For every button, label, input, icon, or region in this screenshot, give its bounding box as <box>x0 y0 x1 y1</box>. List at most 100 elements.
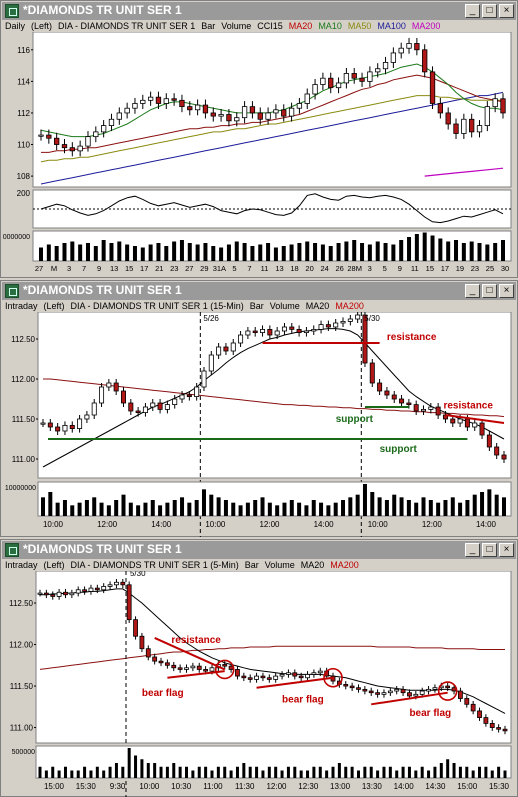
candle <box>230 342 236 352</box>
volume-bar <box>99 502 104 516</box>
candle <box>69 592 75 596</box>
candle <box>40 422 46 425</box>
window-title: *DIAMONDS TR UNIT SER 1 <box>23 542 182 556</box>
volume-bar <box>223 766 227 778</box>
candle <box>312 84 318 95</box>
candle <box>429 71 436 104</box>
volume-bar <box>446 241 451 261</box>
volume-bar <box>238 505 243 516</box>
volume-bar <box>436 502 441 516</box>
candle <box>222 664 228 667</box>
title-bar[interactable]: *DIAMONDS TR UNIT SER 1 _ □ × <box>2 541 516 559</box>
candle <box>347 318 353 322</box>
x-tick-label: 27 <box>35 264 43 273</box>
volume-tick-label: 500000 <box>12 749 35 756</box>
volume-bar <box>44 770 48 778</box>
candle <box>241 106 248 119</box>
volume-bar <box>85 243 90 261</box>
candle <box>479 422 485 436</box>
minimize-icon[interactable]: _ <box>465 284 480 298</box>
x-tick-label: 12:00 <box>422 520 443 529</box>
volume-bar <box>39 247 43 261</box>
candle <box>114 581 119 586</box>
candle <box>426 688 431 692</box>
volume-bar <box>62 243 67 261</box>
candle <box>249 106 256 114</box>
volume-bar <box>242 243 247 261</box>
volume-bar <box>286 766 290 778</box>
candle <box>184 667 189 670</box>
info-side: (Left) <box>43 560 65 570</box>
x-tick-label: 15:30 <box>76 782 97 791</box>
volume-bar <box>258 244 263 261</box>
candle <box>501 454 507 460</box>
volume-bar <box>414 502 419 516</box>
indicator-label: Bar <box>201 21 216 31</box>
candle <box>377 382 383 392</box>
candle <box>113 382 119 392</box>
volume-bar <box>443 500 448 516</box>
candle <box>179 394 185 400</box>
volume-bar <box>485 244 490 261</box>
title-bar[interactable]: *DIAMONDS TR UNIT SER 1 _ □ × <box>2 282 516 300</box>
maximize-icon[interactable]: □ <box>482 4 497 18</box>
intraday-5min-canvas[interactable]: 111.00 111.50 112.00 112.50 5/30 resistance be… <box>3 571 517 797</box>
minimize-icon[interactable]: _ <box>465 4 480 18</box>
volume-bar <box>83 766 87 778</box>
x-tick-label: 10:00 <box>139 782 160 791</box>
y-tick-label: 112 <box>17 109 30 118</box>
candle <box>94 587 100 591</box>
candle <box>145 648 151 658</box>
candle <box>93 131 99 138</box>
volume-bar <box>362 484 367 516</box>
y-tick-label: 111.00 <box>10 724 34 733</box>
volume-bar <box>391 244 396 261</box>
x-tick-label: 9:30 <box>110 782 126 791</box>
candle <box>106 382 112 388</box>
candle <box>496 727 502 730</box>
x-tick-label: 10:00 <box>43 520 64 529</box>
volume-bar <box>125 244 130 261</box>
close-icon[interactable]: × <box>499 543 514 557</box>
volume-bar <box>172 763 176 778</box>
close-icon[interactable]: × <box>499 4 514 18</box>
bear-flag-label: bear flag <box>282 695 324 706</box>
title-bar[interactable]: *DIAMONDS TR UNIT SER 1 _ □ × <box>2 2 516 20</box>
x-tick-label: 12:30 <box>298 782 319 791</box>
candle <box>235 669 240 677</box>
volume-bar <box>407 237 412 261</box>
resistance-line <box>445 414 505 424</box>
maximize-icon[interactable]: □ <box>482 284 497 298</box>
x-tick-label: 15:00 <box>44 782 65 791</box>
ma-line-darkred <box>41 74 504 153</box>
volume-bar <box>297 502 302 516</box>
close-icon[interactable]: × <box>499 284 514 298</box>
volume-bar <box>318 766 322 778</box>
chart-app-icon <box>5 4 19 18</box>
candle <box>37 592 43 595</box>
candle <box>472 422 478 428</box>
maximize-icon[interactable]: □ <box>482 543 497 557</box>
volume-bar <box>377 497 382 516</box>
x-tick-label: 9 <box>398 264 402 273</box>
volume-bar <box>55 502 60 516</box>
minimize-icon[interactable]: _ <box>465 543 480 557</box>
intraday-15min-canvas[interactable]: 111.00 111.50 112.00 112.50 5/26 5/30 resistan… <box>3 312 517 537</box>
volume-bar <box>245 502 250 516</box>
intraday-5min-window: *DIAMONDS TR UNIT SER 1 _ □ × Intraday (L… <box>0 539 518 797</box>
candle <box>289 326 295 330</box>
y-tick-label: 112.50 <box>11 335 35 344</box>
volume-bar <box>478 766 482 778</box>
volume-bar <box>136 505 141 516</box>
volume-bar <box>223 500 228 516</box>
candle <box>196 665 202 670</box>
ma200-line <box>39 645 505 670</box>
indicator-label: MA20 <box>300 560 325 570</box>
candle <box>343 683 349 687</box>
volume-bar <box>304 505 309 516</box>
candle <box>362 314 368 364</box>
volume-bar <box>454 240 459 261</box>
volume-bar <box>231 502 236 516</box>
x-tick-label: 13:00 <box>330 782 351 791</box>
